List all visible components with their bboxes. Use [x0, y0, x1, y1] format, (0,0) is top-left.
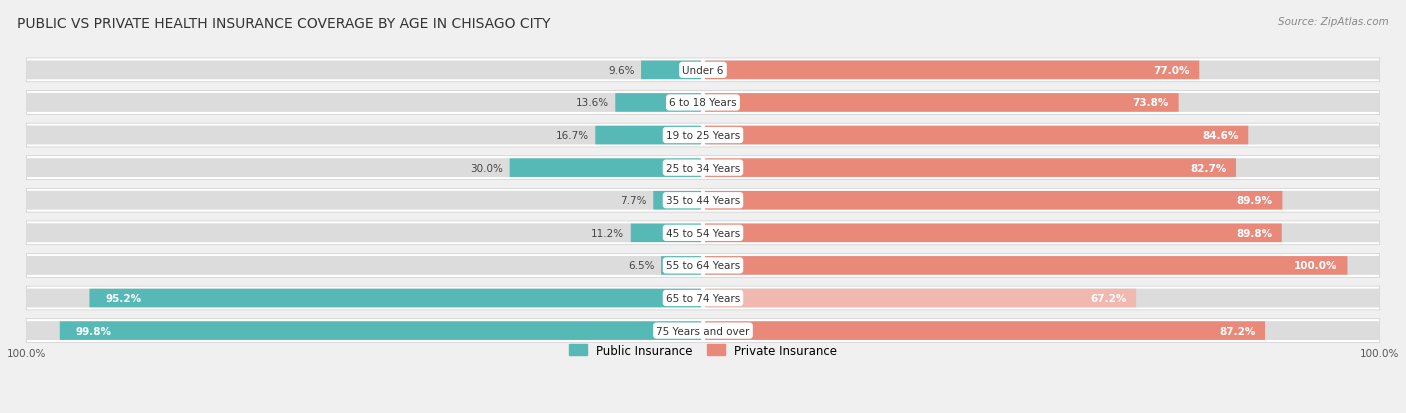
Text: 99.8%: 99.8% — [76, 326, 112, 336]
FancyBboxPatch shape — [704, 192, 1282, 210]
FancyBboxPatch shape — [706, 126, 1379, 145]
Text: 100.0%: 100.0% — [1360, 348, 1399, 358]
Text: Under 6: Under 6 — [682, 66, 724, 76]
FancyBboxPatch shape — [27, 321, 700, 340]
Legend: Public Insurance, Private Insurance: Public Insurance, Private Insurance — [564, 339, 842, 361]
FancyBboxPatch shape — [27, 91, 1379, 115]
FancyBboxPatch shape — [27, 59, 1379, 83]
Text: 89.8%: 89.8% — [1236, 228, 1272, 238]
FancyBboxPatch shape — [27, 289, 700, 308]
Text: 6.5%: 6.5% — [628, 261, 655, 271]
FancyBboxPatch shape — [704, 126, 1249, 145]
FancyBboxPatch shape — [661, 256, 702, 275]
Text: 16.7%: 16.7% — [555, 131, 589, 141]
Text: PUBLIC VS PRIVATE HEALTH INSURANCE COVERAGE BY AGE IN CHISAGO CITY: PUBLIC VS PRIVATE HEALTH INSURANCE COVER… — [17, 17, 550, 31]
Text: Source: ZipAtlas.com: Source: ZipAtlas.com — [1278, 17, 1389, 26]
Text: 11.2%: 11.2% — [592, 228, 624, 238]
Text: 89.9%: 89.9% — [1237, 196, 1272, 206]
Text: 45 to 54 Years: 45 to 54 Years — [666, 228, 740, 238]
Text: 25 to 34 Years: 25 to 34 Years — [666, 163, 740, 173]
FancyBboxPatch shape — [706, 321, 1379, 340]
FancyBboxPatch shape — [60, 322, 702, 340]
FancyBboxPatch shape — [509, 159, 702, 178]
Text: 35 to 44 Years: 35 to 44 Years — [666, 196, 740, 206]
FancyBboxPatch shape — [27, 159, 700, 178]
Text: 100.0%: 100.0% — [7, 348, 46, 358]
FancyBboxPatch shape — [27, 221, 1379, 245]
FancyBboxPatch shape — [27, 287, 1379, 310]
FancyBboxPatch shape — [27, 124, 1379, 147]
FancyBboxPatch shape — [706, 159, 1379, 178]
FancyBboxPatch shape — [704, 256, 1347, 275]
Text: 87.2%: 87.2% — [1219, 326, 1256, 336]
FancyBboxPatch shape — [704, 159, 1236, 178]
FancyBboxPatch shape — [27, 157, 1379, 180]
FancyBboxPatch shape — [616, 94, 702, 112]
FancyBboxPatch shape — [706, 256, 1379, 275]
FancyBboxPatch shape — [27, 191, 700, 210]
FancyBboxPatch shape — [27, 224, 700, 243]
FancyBboxPatch shape — [704, 289, 1136, 308]
Text: 84.6%: 84.6% — [1202, 131, 1239, 141]
Text: 13.6%: 13.6% — [576, 98, 609, 108]
FancyBboxPatch shape — [706, 191, 1379, 210]
Text: 95.2%: 95.2% — [105, 293, 142, 303]
FancyBboxPatch shape — [704, 224, 1282, 242]
Text: 7.7%: 7.7% — [620, 196, 647, 206]
FancyBboxPatch shape — [704, 322, 1265, 340]
Text: 6 to 18 Years: 6 to 18 Years — [669, 98, 737, 108]
Text: 65 to 74 Years: 65 to 74 Years — [666, 293, 740, 303]
FancyBboxPatch shape — [27, 254, 1379, 278]
FancyBboxPatch shape — [654, 192, 702, 210]
FancyBboxPatch shape — [27, 189, 1379, 213]
Text: 55 to 64 Years: 55 to 64 Years — [666, 261, 740, 271]
FancyBboxPatch shape — [641, 62, 702, 80]
Text: 67.2%: 67.2% — [1090, 293, 1126, 303]
FancyBboxPatch shape — [27, 94, 700, 113]
FancyBboxPatch shape — [706, 94, 1379, 113]
Text: 100.0%: 100.0% — [1295, 261, 1337, 271]
FancyBboxPatch shape — [706, 224, 1379, 243]
FancyBboxPatch shape — [595, 126, 702, 145]
FancyBboxPatch shape — [27, 61, 700, 80]
Text: 75 Years and over: 75 Years and over — [657, 326, 749, 336]
FancyBboxPatch shape — [90, 289, 702, 308]
Text: 73.8%: 73.8% — [1133, 98, 1168, 108]
FancyBboxPatch shape — [704, 62, 1199, 80]
FancyBboxPatch shape — [27, 126, 700, 145]
FancyBboxPatch shape — [706, 61, 1379, 80]
FancyBboxPatch shape — [631, 224, 702, 242]
FancyBboxPatch shape — [704, 94, 1178, 112]
Text: 30.0%: 30.0% — [471, 163, 503, 173]
Text: 77.0%: 77.0% — [1153, 66, 1189, 76]
Text: 19 to 25 Years: 19 to 25 Years — [666, 131, 740, 141]
Text: 9.6%: 9.6% — [609, 66, 634, 76]
FancyBboxPatch shape — [706, 289, 1379, 308]
Text: 82.7%: 82.7% — [1189, 163, 1226, 173]
FancyBboxPatch shape — [27, 256, 700, 275]
FancyBboxPatch shape — [27, 319, 1379, 343]
